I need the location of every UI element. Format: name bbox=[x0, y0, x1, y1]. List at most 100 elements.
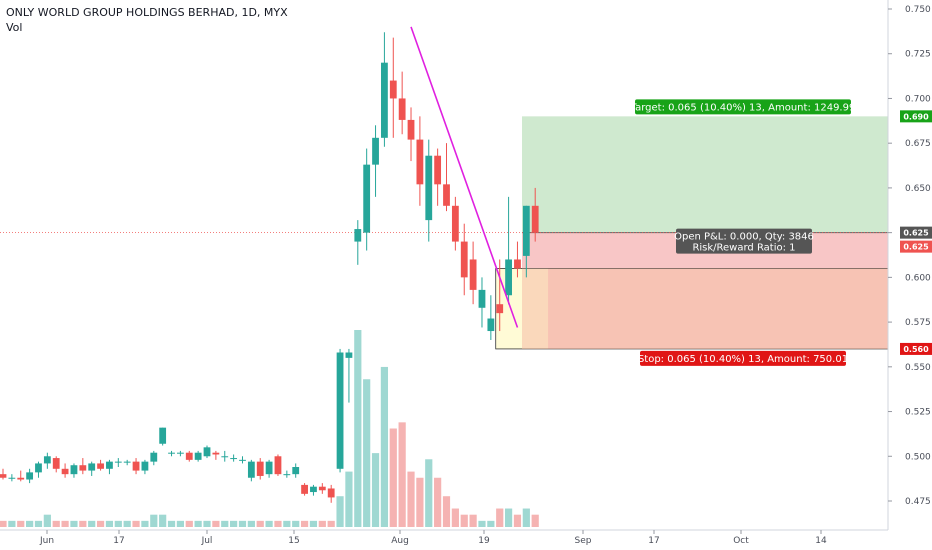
volume-bar bbox=[496, 508, 504, 527]
volume-bar bbox=[159, 514, 167, 527]
volume-bar bbox=[442, 496, 451, 527]
candle-body bbox=[531, 205, 539, 233]
candle-body bbox=[150, 452, 158, 462]
stop-label-bg bbox=[640, 350, 846, 366]
volume-bar bbox=[212, 520, 220, 527]
price-tick-label: 0.475 bbox=[905, 497, 931, 507]
candle-body bbox=[203, 447, 211, 457]
price-tick-label: 0.500 bbox=[905, 452, 931, 462]
candle-body bbox=[283, 474, 291, 476]
volume-bar bbox=[451, 508, 459, 527]
volume-bar bbox=[123, 520, 131, 527]
candle-body bbox=[79, 465, 87, 471]
price-tick-label: 0.750 bbox=[905, 5, 931, 15]
candle-body bbox=[221, 456, 229, 458]
drawings-layer bbox=[410, 26, 519, 328]
price-tick-label: 0.525 bbox=[905, 408, 931, 418]
trendline[interactable] bbox=[410, 26, 519, 328]
candle-body bbox=[194, 452, 202, 460]
candle-body bbox=[274, 456, 282, 475]
candle-body bbox=[372, 137, 379, 165]
time-tick-label: Jul bbox=[201, 536, 213, 546]
time-tick-label: 15 bbox=[288, 536, 299, 546]
volume-bar bbox=[34, 520, 43, 527]
price-tick-label: 0.575 bbox=[905, 318, 931, 328]
candle-body bbox=[443, 184, 450, 206]
target-label[interactable]: Target: 0.065 (10.40%) 13, Amount: 1249.… bbox=[630, 99, 856, 115]
candle-body bbox=[469, 259, 477, 290]
price-axis[interactable]: 0.475 0.500 0.525 0.550 0.575 0.600 0.625 0.650… bbox=[887, 0, 932, 530]
target-label-bg bbox=[635, 99, 851, 115]
candle-body bbox=[451, 205, 459, 242]
candle-body bbox=[97, 463, 104, 469]
candle-body bbox=[230, 458, 238, 460]
volume-bar bbox=[141, 520, 149, 527]
candle-body bbox=[159, 427, 167, 444]
candle-body bbox=[212, 452, 220, 455]
target-price-tag-text: 0.690 bbox=[903, 112, 929, 121]
volume-bar bbox=[114, 520, 122, 527]
candle-body bbox=[239, 459, 246, 461]
candle-body bbox=[478, 289, 486, 308]
position-info-label-text: Open P&L: 0.000, Qty: 3846 bbox=[674, 232, 814, 243]
time-tick-label: Aug bbox=[391, 536, 409, 546]
volume-bar bbox=[371, 453, 380, 527]
candle-body bbox=[8, 477, 16, 479]
candle-body bbox=[381, 62, 388, 138]
volume-bar bbox=[478, 520, 486, 527]
volume-bar bbox=[265, 520, 273, 527]
candle-body bbox=[26, 472, 34, 480]
volume-bar bbox=[52, 520, 60, 527]
current-price-tag-text: 0.625 bbox=[903, 229, 929, 238]
volume-bar bbox=[416, 477, 424, 527]
candle-body bbox=[496, 304, 504, 314]
volume-bar bbox=[8, 520, 16, 527]
volume-bar bbox=[300, 520, 309, 527]
volume-bar bbox=[132, 520, 140, 527]
candle-body bbox=[185, 452, 193, 460]
position-info-label-bg bbox=[676, 228, 812, 254]
volume-bar bbox=[345, 471, 353, 527]
volume-bar bbox=[283, 520, 291, 527]
candle-body bbox=[132, 461, 140, 471]
stop-label-text: Stop: 0.065 (10.40%) 13, Amount: 750.01 bbox=[638, 354, 848, 365]
volume-layer bbox=[0, 330, 539, 527]
candle-body bbox=[52, 458, 60, 469]
volume-indicator-label[interactable]: Vol bbox=[6, 21, 23, 34]
target-label-text: Target: 0.065 (10.40%) 13, Amount: 1249.… bbox=[630, 102, 856, 113]
candle-body bbox=[389, 80, 397, 99]
time-axis[interactable]: Jun 17 Jul 15 Aug 19 Sep 17 Oct 14 bbox=[0, 529, 888, 546]
volume-bar bbox=[363, 379, 371, 527]
candle-body bbox=[327, 488, 335, 498]
target-zone[interactable] bbox=[522, 116, 888, 233]
volume-bar bbox=[203, 520, 211, 527]
volume-bar bbox=[309, 520, 318, 527]
stop-label[interactable]: Stop: 0.065 (10.40%) 13, Amount: 750.01 bbox=[638, 350, 848, 366]
volume-bar bbox=[504, 508, 513, 527]
volume-bar bbox=[318, 520, 326, 527]
time-tick-label: 14 bbox=[815, 536, 827, 546]
volume-bar bbox=[247, 520, 255, 527]
candle-body bbox=[434, 155, 442, 185]
candle-body bbox=[43, 456, 51, 464]
candle-body bbox=[336, 352, 344, 469]
candle-body bbox=[522, 205, 530, 256]
target-price-tag bbox=[900, 110, 932, 123]
volume-bar bbox=[88, 520, 96, 527]
candle-body bbox=[114, 461, 122, 463]
candle-body bbox=[425, 155, 433, 221]
time-tick-label: 17 bbox=[648, 536, 659, 546]
candle-body bbox=[514, 259, 521, 269]
time-tick-label: Oct bbox=[733, 536, 749, 546]
candle-body bbox=[398, 98, 406, 120]
price-tick-label: 0.600 bbox=[905, 273, 931, 283]
candle-body bbox=[106, 461, 113, 469]
volume-bar bbox=[522, 508, 530, 527]
candle-body bbox=[354, 229, 362, 242]
volume-bar bbox=[434, 477, 442, 527]
candle-body bbox=[0, 474, 7, 478]
candle-body bbox=[487, 318, 495, 332]
volume-bar bbox=[469, 514, 477, 527]
